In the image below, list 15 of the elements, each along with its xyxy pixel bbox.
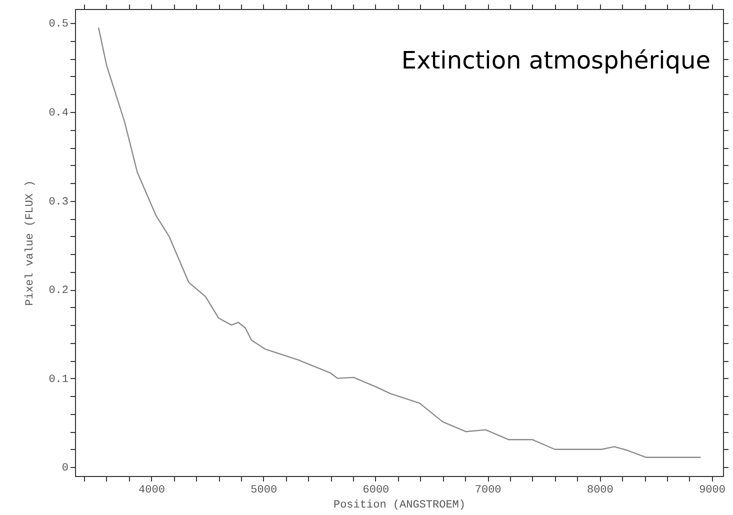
x-tick-label: 6000 bbox=[362, 484, 390, 496]
y-axis-title: Pixel value (FLUX ) bbox=[24, 180, 37, 306]
text: Extinction atmosphérique bbox=[401, 46, 710, 74]
y-tick-label: 0.2 bbox=[48, 285, 68, 298]
x-tick-label: 8000 bbox=[586, 484, 614, 496]
x-tick-label: 4000 bbox=[138, 484, 165, 496]
x-tick-label: 9000 bbox=[699, 484, 726, 496]
x-tick-label: 5000 bbox=[250, 484, 278, 496]
y-tick-label: 0.5 bbox=[48, 18, 68, 31]
y-tick-label: 0.3 bbox=[48, 196, 68, 208]
y-tick-label: 0 bbox=[62, 462, 68, 475]
x-axis-title: Position (ANGSTROEM) bbox=[333, 500, 466, 512]
x-tick-label: 7000 bbox=[474, 484, 502, 496]
y-tick-label: 0.1 bbox=[48, 374, 69, 386]
y-tick-label: 0.4 bbox=[48, 107, 69, 120]
